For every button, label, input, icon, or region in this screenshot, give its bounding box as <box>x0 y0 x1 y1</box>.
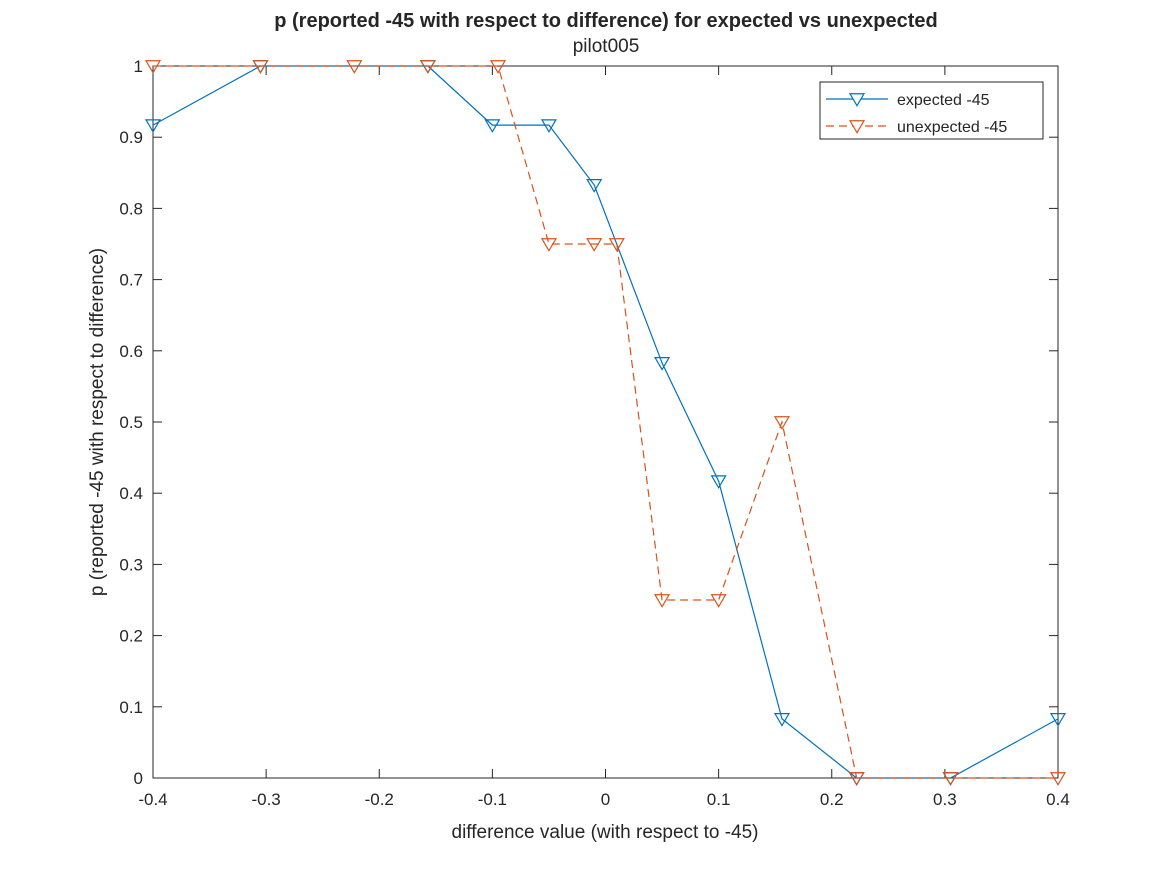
data-point-marker <box>1049 713 1067 727</box>
data-point-marker <box>484 119 501 133</box>
data-point-marker <box>654 594 671 608</box>
data-point-marker <box>710 475 727 489</box>
x-tick-label: -0.3 <box>251 790 280 809</box>
legend-label: unexpected -45 <box>897 119 1007 136</box>
data-point-marker <box>144 119 162 133</box>
plot-area: -0.4 -0.3 -0.2 -0.1 0 0.1 0.2 0.3 0.4 0 0.1 0.2 0.3 0… <box>119 57 1069 809</box>
data-point-marker <box>489 60 507 74</box>
y-axis-label: p (reported -45 with respect to differen… <box>87 248 108 596</box>
y-tick-label: 0.7 <box>119 271 143 290</box>
legend-marker <box>848 120 866 134</box>
x-tick-label: -0.1 <box>478 790 507 809</box>
legend: expected -45 unexpected -45 <box>819 81 1044 140</box>
data-point-marker <box>710 594 727 608</box>
x-tick-label: -0.4 <box>138 790 167 809</box>
data-point-marker <box>144 60 162 74</box>
y-tick-label: 0.2 <box>119 627 143 646</box>
data-point-marker <box>586 179 603 193</box>
y-tick-label: 1 <box>134 57 143 76</box>
legend-label: expected -45 <box>897 92 990 109</box>
series-unexpected <box>144 60 1067 786</box>
x-tick-label: 0.1 <box>707 790 731 809</box>
data-point-marker <box>773 713 791 727</box>
data-point-marker <box>1049 772 1067 786</box>
series-layer <box>144 60 1067 786</box>
y-tick-label: 0.5 <box>119 413 143 432</box>
data-point-marker <box>419 60 436 74</box>
data-point-marker <box>586 238 603 252</box>
y-tick-label: 0.1 <box>119 698 143 717</box>
y-tick-label: 0 <box>134 769 143 788</box>
data-point-marker <box>773 416 791 430</box>
y-tick-label: 0.8 <box>119 199 143 218</box>
series-line <box>152 65 1059 779</box>
data-point-marker <box>346 60 363 74</box>
x-tick-label: 0.4 <box>1046 790 1070 809</box>
x-tick-label: 0.3 <box>933 790 957 809</box>
legend-items: expected -45 unexpected -45 <box>826 92 1007 136</box>
plot-frame <box>152 65 1059 779</box>
data-point-marker <box>654 357 671 371</box>
tick-labels: -0.4 -0.3 -0.2 -0.1 0 0.1 0.2 0.3 0.4 0 0.1 0.2 0.3 0… <box>119 57 1069 809</box>
series-line <box>153 65 1058 779</box>
data-point-marker <box>540 119 557 133</box>
data-point-marker <box>942 772 959 786</box>
y-tick-label: 0.9 <box>119 128 143 147</box>
legend-entry: unexpected -45 <box>826 119 1007 136</box>
x-tick-label: -0.2 <box>365 790 394 809</box>
y-tick-label: 0.4 <box>119 484 143 503</box>
data-point-marker <box>252 60 269 74</box>
x-axis-label: difference value (with respect to -45) <box>452 822 759 843</box>
y-tick-label: 0.6 <box>119 342 143 361</box>
x-tick-label: 0.2 <box>820 790 844 809</box>
chart-title: p (reported -45 with respect to differen… <box>274 10 938 32</box>
data-point-marker <box>848 772 865 786</box>
y-tick-label: 0.3 <box>119 555 143 574</box>
x-tick-label: 0 <box>601 790 610 809</box>
data-point-marker <box>608 238 625 252</box>
legend-marker <box>848 93 866 107</box>
legend-entry: expected -45 <box>826 92 990 109</box>
data-point-marker <box>540 238 557 252</box>
chart-subtitle: pilot005 <box>573 36 640 57</box>
